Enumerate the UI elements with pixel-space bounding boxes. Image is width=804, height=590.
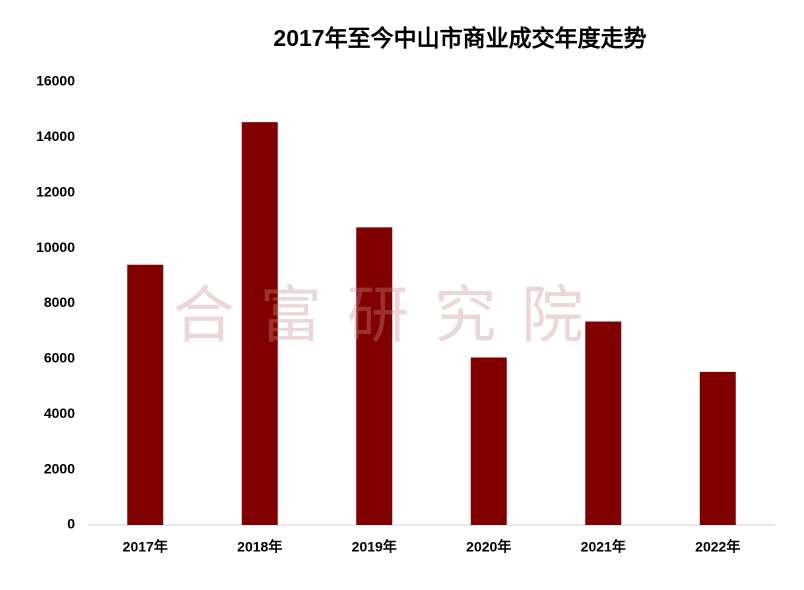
watermark: 合 富 研 究 院 xyxy=(173,281,588,350)
x-tick-label: 2018年 xyxy=(237,539,282,555)
chart-title: 2017年至今中山市商业成交年度走势 xyxy=(273,25,646,51)
bar xyxy=(699,371,736,525)
x-tick-label: 2017年 xyxy=(123,539,168,555)
y-tick-label: 4000 xyxy=(44,405,75,421)
x-tick-label: 2021年 xyxy=(581,539,626,555)
bar xyxy=(356,227,393,525)
bar xyxy=(585,321,622,525)
y-tick-label: 2000 xyxy=(44,460,75,476)
y-tick-label: 10000 xyxy=(36,239,75,255)
y-tick-label: 14000 xyxy=(36,128,75,144)
bar xyxy=(470,357,507,525)
bar xyxy=(241,122,278,525)
y-tick-label: 16000 xyxy=(36,73,75,89)
y-tick-label: 8000 xyxy=(44,294,75,310)
y-tick-label: 6000 xyxy=(44,350,75,366)
y-tick-label: 12000 xyxy=(36,183,75,199)
bar xyxy=(127,264,164,525)
x-tick-label: 2020年 xyxy=(466,539,511,555)
x-tick-label: 2019年 xyxy=(352,539,397,555)
x-tick-label: 2022年 xyxy=(695,539,740,555)
y-tick-label: 0 xyxy=(67,516,75,532)
